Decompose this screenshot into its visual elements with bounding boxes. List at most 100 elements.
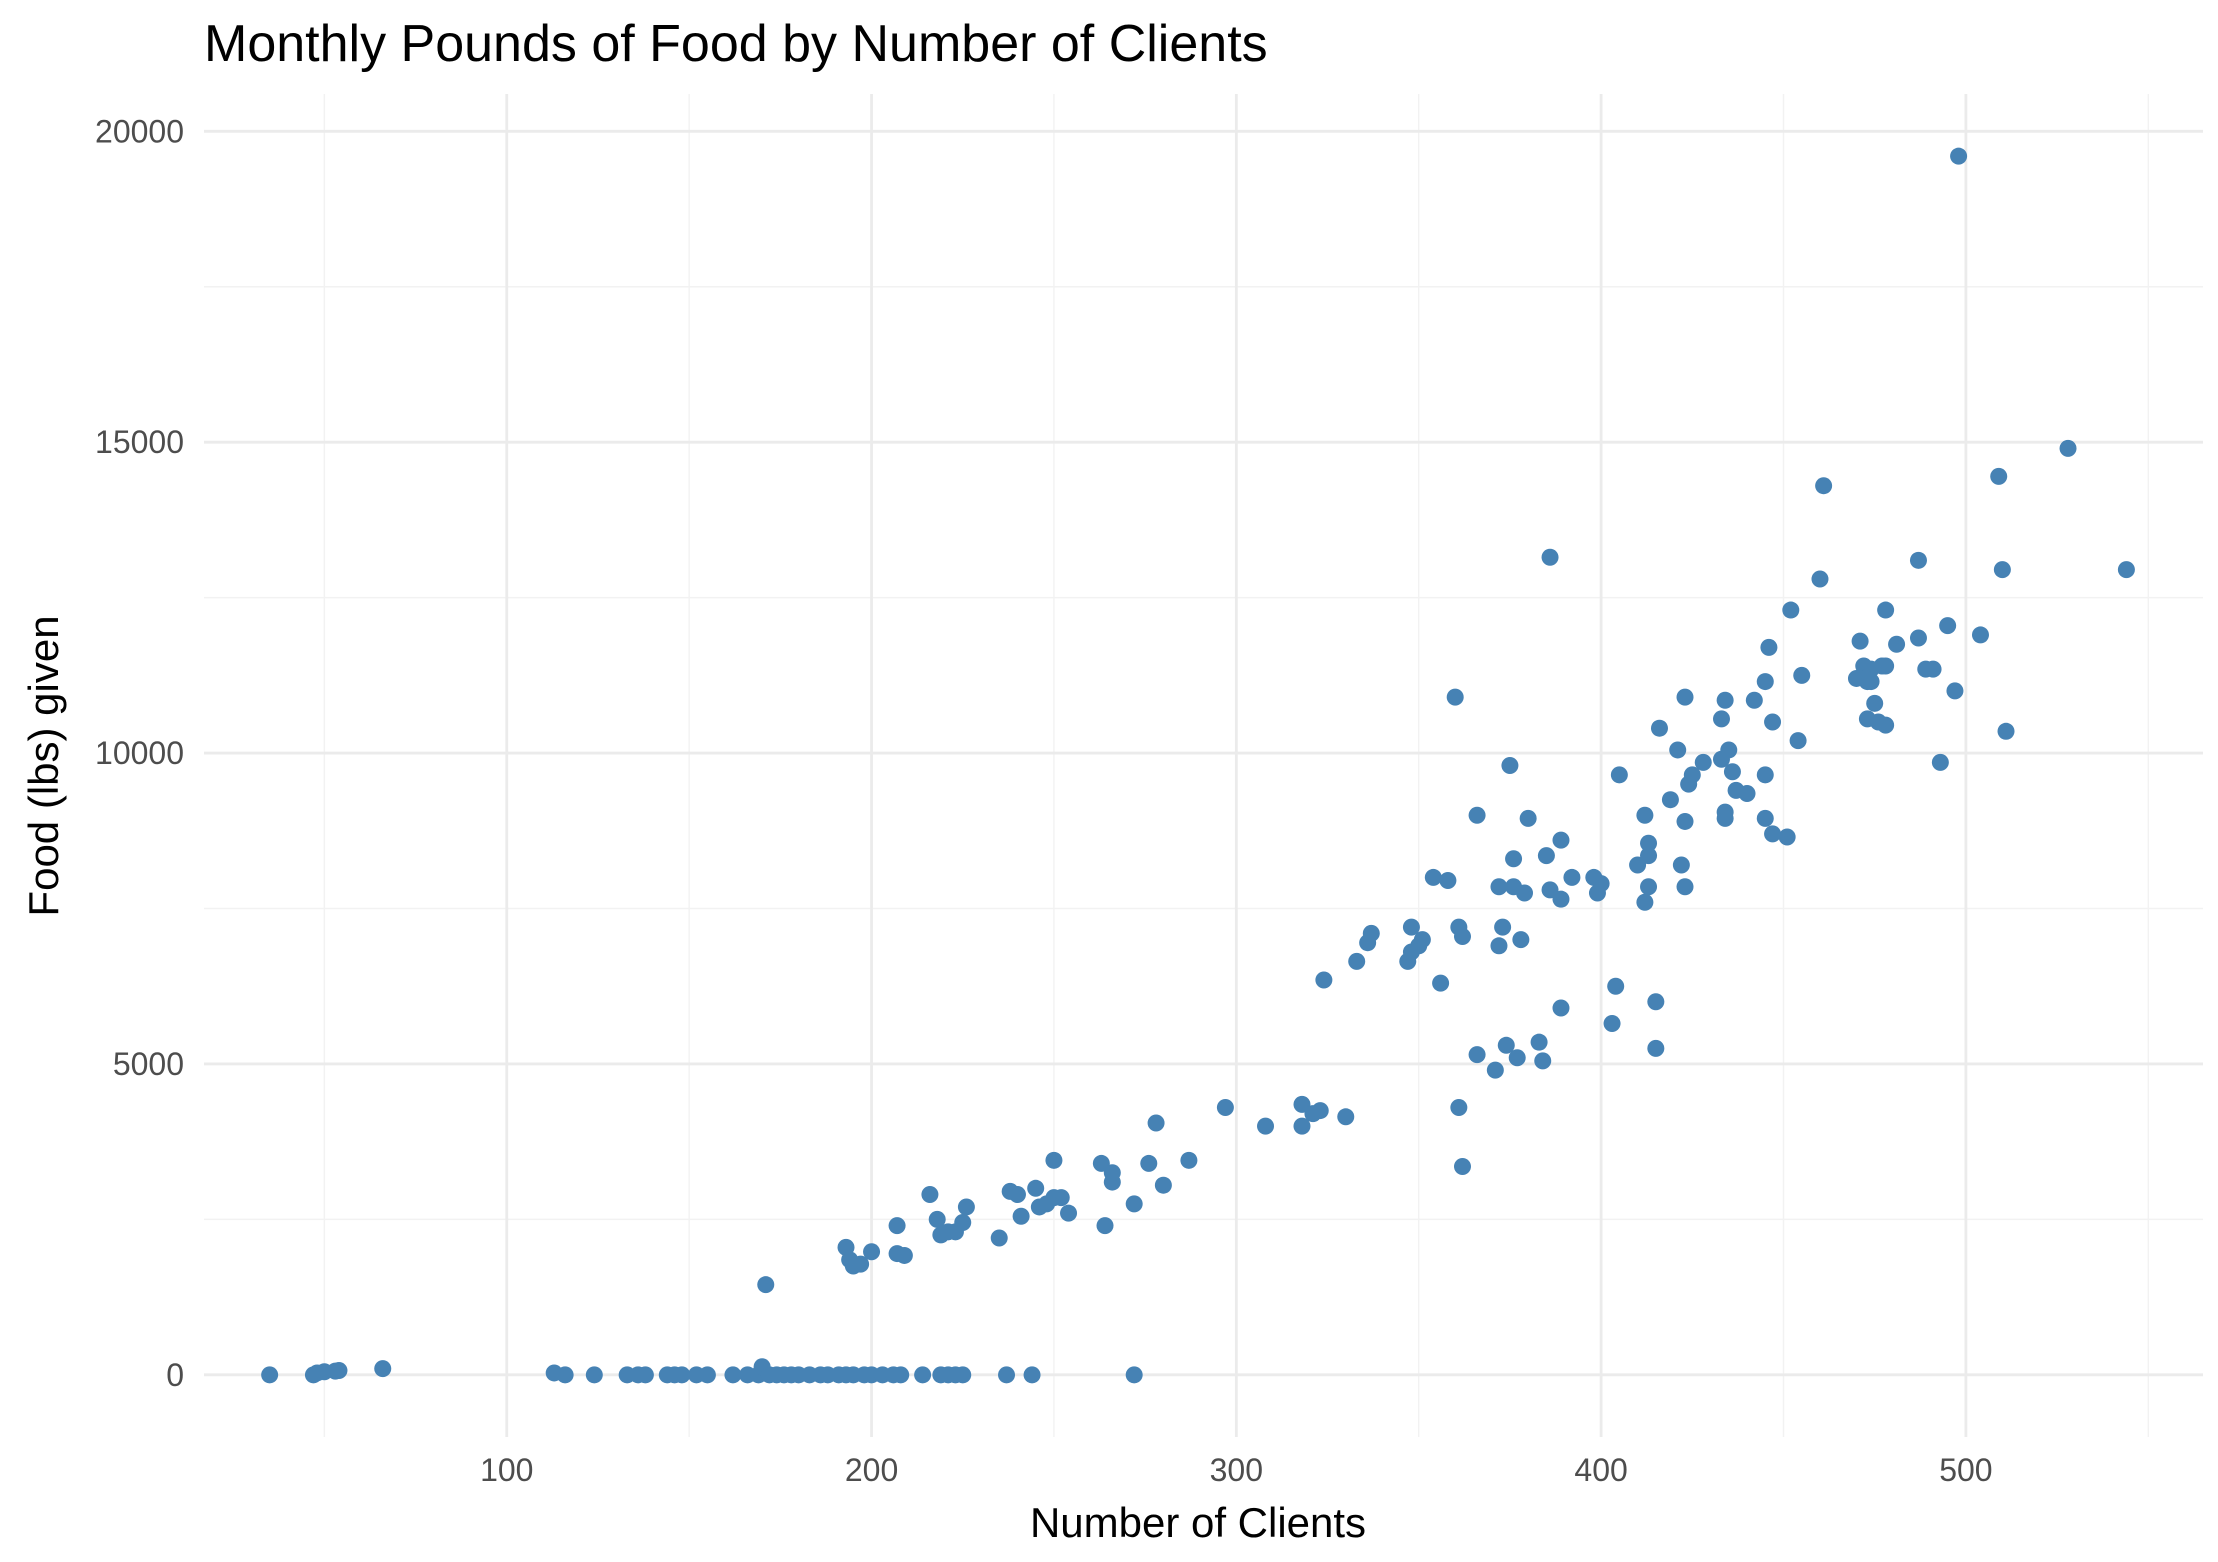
data-point <box>1530 1033 1548 1051</box>
data-point <box>1931 753 1949 771</box>
data-point <box>1293 1117 1311 1135</box>
x-tick-label: 400 <box>1574 1452 1627 1488</box>
data-point <box>1508 1049 1526 1067</box>
data-point <box>585 1366 603 1384</box>
data-point <box>1125 1195 1143 1213</box>
data-point <box>1096 1217 1114 1235</box>
data-point <box>1782 601 1800 619</box>
data-point <box>1862 673 1880 691</box>
data-point <box>1494 918 1512 936</box>
data-point <box>1012 1207 1030 1225</box>
data-point <box>1877 657 1895 675</box>
data-point <box>330 1361 348 1379</box>
y-tick-label: 0 <box>166 1357 184 1393</box>
data-point <box>1636 806 1654 824</box>
y-tick-label: 15000 <box>95 424 184 460</box>
data-point <box>1756 673 1774 691</box>
data-point <box>1468 806 1486 824</box>
data-point <box>1453 1158 1471 1176</box>
data-point <box>1439 872 1457 890</box>
data-point <box>1888 635 1906 653</box>
data-point <box>1851 632 1869 650</box>
data-point <box>1909 629 1927 647</box>
data-point <box>1563 868 1581 886</box>
data-point <box>1694 753 1712 771</box>
data-point <box>1793 666 1811 684</box>
data-point <box>1676 878 1694 896</box>
data-point <box>1450 1098 1468 1116</box>
data-point <box>852 1255 870 1273</box>
data-point <box>1811 570 1829 588</box>
data-point <box>1997 722 2015 740</box>
data-point <box>1789 732 1807 750</box>
data-point <box>1738 784 1756 802</box>
data-point <box>1764 713 1782 731</box>
data-point <box>1877 601 1895 619</box>
data-point <box>921 1186 939 1204</box>
data-point <box>1315 971 1333 989</box>
data-point <box>1486 1061 1504 1079</box>
data-point <box>1348 952 1366 970</box>
data-point <box>1909 551 1927 569</box>
data-point <box>1716 691 1734 709</box>
x-tick-label: 100 <box>480 1452 533 1488</box>
data-point <box>1541 548 1559 566</box>
data-point <box>1216 1098 1234 1116</box>
data-point <box>1712 710 1730 728</box>
data-point <box>1424 868 1442 886</box>
data-point <box>1490 937 1508 955</box>
data-point <box>1060 1204 1078 1222</box>
data-point <box>1946 682 1964 700</box>
data-point <box>1636 893 1654 911</box>
data-point <box>1337 1108 1355 1126</box>
major-gridlines <box>204 94 2203 1437</box>
data-point <box>1676 812 1694 830</box>
data-point <box>957 1198 975 1216</box>
data-point <box>1640 834 1658 852</box>
data-point <box>374 1360 392 1378</box>
minor-gridlines <box>204 94 2203 1437</box>
data-point <box>1647 993 1665 1011</box>
data-point <box>1669 741 1687 759</box>
data-point <box>1990 467 2008 485</box>
data-point <box>863 1243 881 1261</box>
data-point <box>724 1366 742 1384</box>
data-point <box>1552 831 1570 849</box>
data-point <box>636 1366 654 1384</box>
data-point <box>1603 1015 1621 1033</box>
data-point <box>1103 1164 1121 1182</box>
x-tick-label: 300 <box>1210 1452 1263 1488</box>
data-point <box>1052 1189 1070 1207</box>
data-point <box>1552 999 1570 1017</box>
data-point <box>954 1366 972 1384</box>
data-point <box>1512 931 1530 949</box>
data-point <box>928 1210 946 1228</box>
data-point <box>990 1229 1008 1247</box>
data-point <box>1939 617 1957 635</box>
data-point <box>1683 766 1701 784</box>
x-axis-tick-labels: 100 200 300 400 500 <box>480 1452 1993 1488</box>
data-point <box>1672 856 1690 874</box>
y-axis-tick-labels: 0 5000 10000 15000 20000 <box>95 113 184 1393</box>
data-point <box>1027 1179 1045 1197</box>
data-point <box>1045 1151 1063 1169</box>
data-point <box>698 1366 716 1384</box>
data-point <box>1413 931 1431 949</box>
data-point <box>1756 766 1774 784</box>
data-point <box>1490 878 1508 896</box>
data-point <box>1720 741 1738 759</box>
data-point <box>895 1246 913 1264</box>
y-tick-label: 10000 <box>95 735 184 771</box>
data-point <box>1866 694 1884 712</box>
data-point <box>1676 688 1694 706</box>
data-point <box>914 1366 932 1384</box>
data-point <box>2059 439 2077 457</box>
y-tick-label: 5000 <box>113 1046 184 1082</box>
data-point <box>1257 1117 1275 1135</box>
data-point <box>1402 918 1420 936</box>
data-point <box>1180 1151 1198 1169</box>
data-point <box>1607 977 1625 995</box>
data-point <box>1592 875 1610 893</box>
data-point <box>998 1366 1016 1384</box>
data-point <box>1453 927 1471 945</box>
